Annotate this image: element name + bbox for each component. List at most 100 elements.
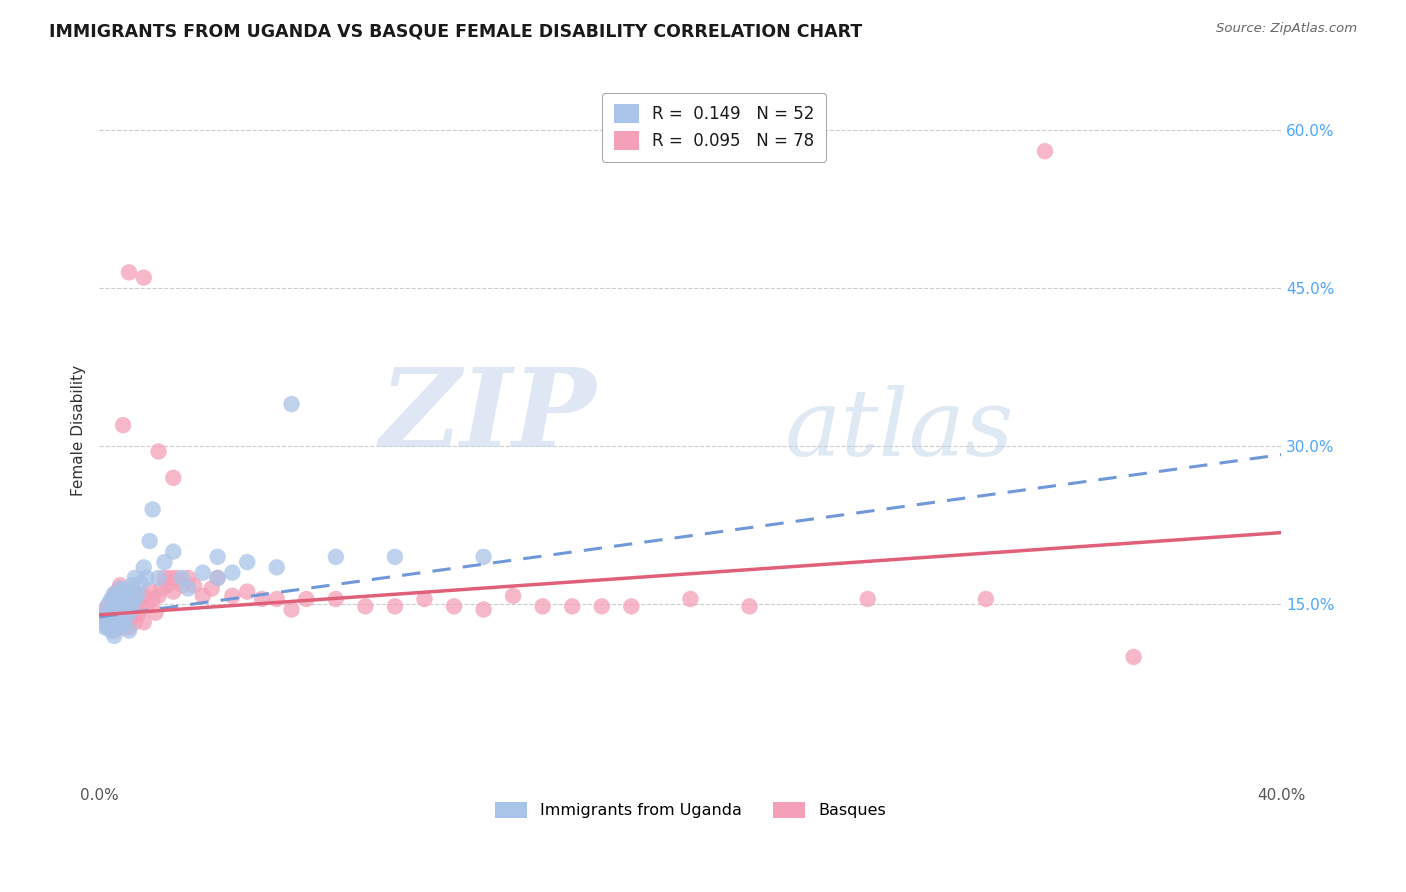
Text: ZIP: ZIP bbox=[380, 362, 596, 470]
Point bbox=[148, 571, 170, 585]
Point bbox=[191, 566, 214, 580]
Point bbox=[108, 578, 131, 592]
Point bbox=[266, 560, 288, 574]
Point bbox=[91, 615, 114, 630]
Point bbox=[105, 606, 128, 620]
Point bbox=[472, 602, 495, 616]
Point bbox=[165, 571, 187, 585]
Point bbox=[94, 602, 117, 616]
Point bbox=[112, 620, 135, 634]
Point bbox=[97, 620, 120, 634]
Point bbox=[620, 599, 643, 614]
Point bbox=[236, 584, 259, 599]
Text: atlas: atlas bbox=[785, 385, 1015, 475]
Point bbox=[127, 587, 149, 601]
Point bbox=[118, 624, 141, 638]
Y-axis label: Female Disability: Female Disability bbox=[72, 365, 86, 496]
Point bbox=[97, 599, 120, 614]
Point bbox=[103, 599, 125, 614]
Point bbox=[105, 618, 128, 632]
Point bbox=[135, 599, 157, 614]
Point bbox=[108, 615, 131, 630]
Point bbox=[118, 606, 141, 620]
Point bbox=[129, 576, 152, 591]
Point bbox=[280, 602, 302, 616]
Point bbox=[124, 595, 146, 609]
Point bbox=[325, 549, 347, 564]
Point bbox=[142, 502, 165, 516]
Point bbox=[100, 592, 122, 607]
Point bbox=[207, 549, 229, 564]
Point bbox=[221, 566, 243, 580]
Point bbox=[738, 599, 761, 614]
Point bbox=[100, 624, 122, 638]
Point bbox=[561, 599, 583, 614]
Point bbox=[100, 610, 122, 624]
Point bbox=[236, 555, 259, 569]
Point bbox=[132, 270, 155, 285]
Point bbox=[112, 605, 135, 619]
Point bbox=[112, 602, 135, 616]
Point bbox=[384, 599, 406, 614]
Point bbox=[266, 592, 288, 607]
Point bbox=[105, 589, 128, 603]
Point bbox=[162, 544, 184, 558]
Point bbox=[172, 578, 194, 592]
Point bbox=[135, 571, 157, 585]
Point bbox=[118, 583, 141, 598]
Point bbox=[856, 592, 879, 607]
Point bbox=[472, 549, 495, 564]
Point bbox=[153, 571, 176, 585]
Point bbox=[591, 599, 613, 614]
Point bbox=[108, 597, 131, 611]
Point bbox=[97, 597, 120, 611]
Point bbox=[124, 592, 146, 607]
Point bbox=[103, 587, 125, 601]
Point bbox=[531, 599, 554, 614]
Point bbox=[201, 582, 224, 596]
Point bbox=[94, 620, 117, 634]
Point bbox=[115, 610, 138, 624]
Point bbox=[191, 589, 214, 603]
Point bbox=[112, 584, 135, 599]
Point bbox=[108, 599, 131, 614]
Point bbox=[156, 578, 179, 592]
Point bbox=[153, 555, 176, 569]
Point bbox=[679, 592, 702, 607]
Point bbox=[105, 584, 128, 599]
Point bbox=[1033, 145, 1056, 159]
Point bbox=[115, 613, 138, 627]
Point bbox=[138, 534, 160, 549]
Point bbox=[413, 592, 436, 607]
Point bbox=[145, 606, 167, 620]
Point bbox=[183, 578, 205, 592]
Point bbox=[177, 571, 200, 585]
Point bbox=[221, 589, 243, 603]
Point bbox=[1122, 649, 1144, 664]
Point bbox=[502, 589, 524, 603]
Point bbox=[150, 582, 173, 596]
Point bbox=[121, 589, 143, 603]
Point bbox=[132, 615, 155, 630]
Point bbox=[94, 616, 117, 631]
Point bbox=[138, 583, 160, 598]
Point bbox=[105, 602, 128, 616]
Legend: Immigrants from Uganda, Basques: Immigrants from Uganda, Basques bbox=[488, 796, 893, 825]
Point bbox=[97, 618, 120, 632]
Point bbox=[118, 583, 141, 598]
Point bbox=[207, 571, 229, 585]
Point bbox=[115, 594, 138, 608]
Point bbox=[103, 613, 125, 627]
Point bbox=[118, 602, 141, 616]
Point bbox=[129, 599, 152, 614]
Point bbox=[118, 265, 141, 279]
Point bbox=[112, 618, 135, 632]
Point bbox=[121, 578, 143, 592]
Point bbox=[100, 615, 122, 630]
Point bbox=[124, 615, 146, 630]
Point bbox=[121, 607, 143, 622]
Point bbox=[97, 605, 120, 619]
Point bbox=[103, 606, 125, 620]
Point bbox=[159, 571, 181, 585]
Point bbox=[177, 582, 200, 596]
